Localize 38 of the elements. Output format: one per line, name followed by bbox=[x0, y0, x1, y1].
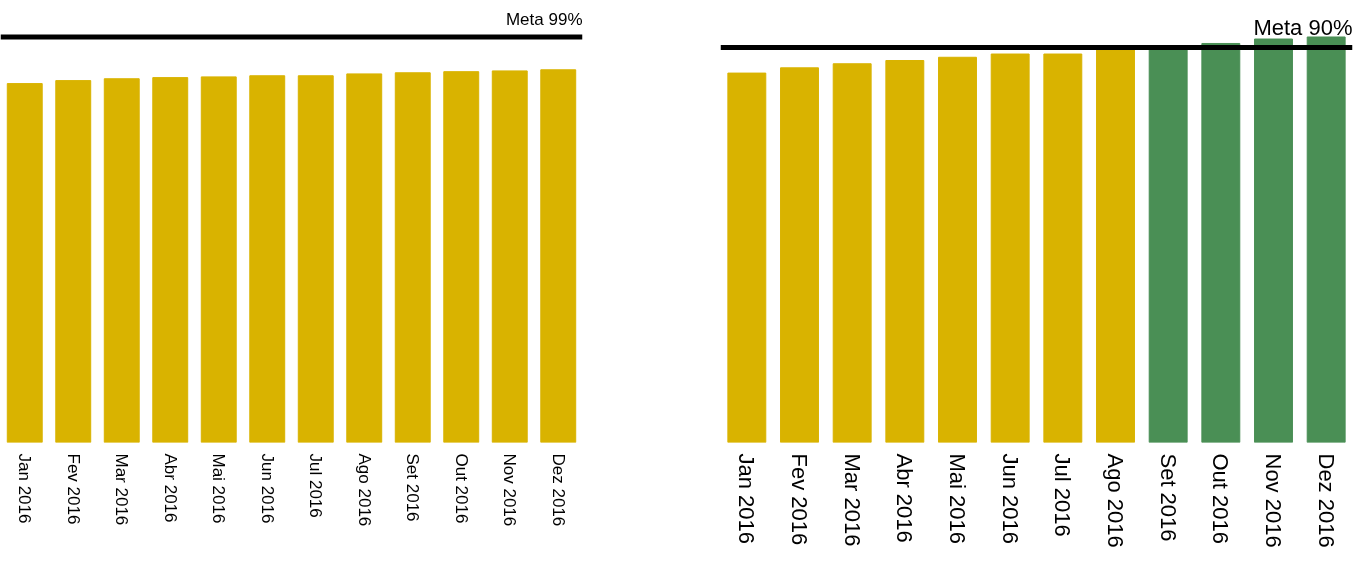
x-tick-label: Dez 2016 bbox=[1313, 453, 1339, 548]
x-tick-label: Mai 2016 bbox=[209, 453, 229, 524]
x-tick-label: Ago 2016 bbox=[1103, 453, 1128, 548]
x-tick-label: Jul 2016 bbox=[306, 453, 326, 518]
ref-line-label: Meta 99% bbox=[505, 10, 583, 29]
x-tick-label: Fev 2016 bbox=[63, 453, 83, 525]
bar bbox=[1306, 36, 1346, 443]
bar bbox=[1148, 47, 1188, 443]
x-tick-label: Jan 2016 bbox=[734, 453, 760, 545]
x-tick-label: Jul 2016 bbox=[1050, 453, 1076, 537]
x-tick-label: Set 2016 bbox=[1155, 453, 1181, 542]
bar bbox=[990, 53, 1030, 443]
bar bbox=[1201, 42, 1241, 443]
x-tick-label: Jun 2016 bbox=[997, 453, 1023, 545]
x-tick-label: Out 2016 bbox=[1208, 453, 1234, 545]
bar bbox=[938, 56, 977, 443]
x-tick-label: Mai 2016 bbox=[945, 453, 970, 545]
bar bbox=[885, 60, 925, 443]
x-tick-label: Nov 2016 bbox=[500, 453, 520, 527]
x-tick-label: Jun 2016 bbox=[257, 453, 277, 524]
x-tick-label: Set 2016 bbox=[403, 453, 423, 522]
ref-line-label: Meta 90% bbox=[1253, 14, 1353, 40]
x-tick-label: Jan 2016 bbox=[15, 453, 35, 524]
x-tick-label: Abr 2016 bbox=[892, 453, 918, 543]
bar bbox=[780, 67, 819, 443]
x-tick-label: Dez 2016 bbox=[548, 453, 568, 527]
bar bbox=[1254, 38, 1293, 443]
bar bbox=[727, 72, 767, 443]
bar bbox=[1043, 53, 1083, 443]
x-tick-label: Mar 2016 bbox=[839, 453, 865, 547]
x-tick-label: Nov 2016 bbox=[1261, 453, 1286, 548]
x-tick-label: Out 2016 bbox=[451, 453, 471, 524]
x-tick-label: Fev 2016 bbox=[787, 453, 812, 546]
x-tick-label: Abr 2016 bbox=[160, 453, 180, 523]
bar bbox=[1096, 49, 1135, 443]
x-tick-label: Mar 2016 bbox=[112, 453, 132, 526]
x-tick-label: Ago 2016 bbox=[354, 453, 374, 527]
bar bbox=[832, 63, 872, 443]
